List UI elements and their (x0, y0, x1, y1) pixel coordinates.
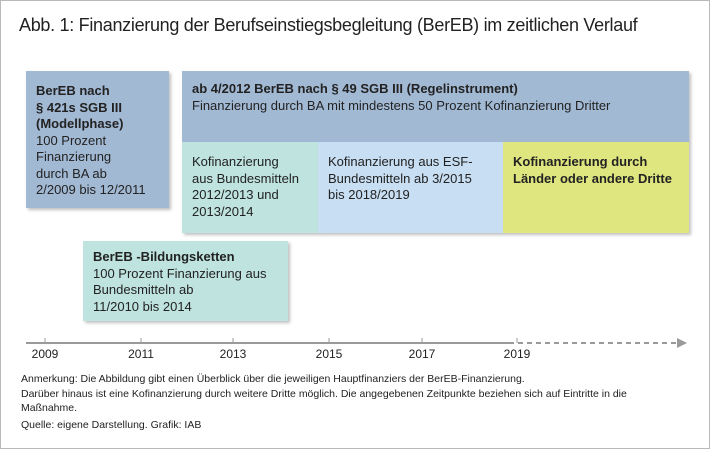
box-text: 100 Prozent (36, 132, 107, 148)
box-heading: Kofinanzierung durch (513, 154, 648, 169)
box-text: Finanzierung durch BA mit mindestens 50 … (192, 97, 611, 113)
box-text: aus Bundesmitteln (192, 170, 299, 186)
note: Darüber hinaus ist eine Kofinanzierung d… (21, 388, 627, 400)
box-heading: BerEB nach (36, 83, 110, 98)
year-label: 2009 (31, 347, 59, 361)
box: BerEB -Bildungsketten 100 Prozent Finanzi… (83, 241, 288, 321)
box: Kofinanzierung aus Bundesmitteln 2012/2013… (182, 142, 318, 233)
box-heading: ab 4/2012 BerEB nach § 49 SGB III (Regel… (192, 81, 518, 96)
box-text: Finanzierung (36, 149, 112, 164)
box: Kofinanzierung durch Länder oder andere D… (503, 142, 689, 233)
box-heading: § 421s SGB III (36, 99, 122, 115)
box-heading: Länder oder andere Dritte (513, 170, 672, 186)
box-text: bis 2018/2019 (328, 187, 410, 202)
year-label: 2011 (128, 347, 154, 361)
box-text: 2/2009 bis 12/2011 (36, 182, 146, 197)
year-label: 2017 (408, 347, 436, 361)
box-heading: (Modellphase) (36, 116, 124, 131)
box-text: 2012/2013 und (192, 187, 279, 202)
box: Kofinanzierung aus ESF- Bundesmitteln ab … (318, 142, 503, 233)
note: Maßnahme. (21, 402, 78, 414)
box-text: durch BA ab (36, 165, 107, 181)
box-text: 11/2010 bis 2014 (93, 298, 192, 314)
box-text: Bundesmitteln ab (93, 282, 194, 297)
box-text: 2013/2014 (192, 203, 254, 219)
year-label: 2019 (503, 347, 531, 361)
axis-arrow (677, 338, 687, 348)
note: Quelle: eigene Darstellung. Grafik: IAB (21, 419, 202, 431)
year-label: 2015 (315, 347, 343, 361)
box: ab 4/2012 BerEB nach § 49 SGB III (Regel… (182, 71, 689, 142)
box-text: 100 Prozent Finanzierung aus (93, 265, 267, 281)
box: BerEB nach § 421s SGB III (Modellphase) 100… (26, 71, 169, 208)
box-text: Bundesmitteln ab 3/2015 (328, 170, 472, 186)
box-text: Kofinanzierung (192, 154, 279, 169)
box-text: Kofinanzierung aus ESF- (328, 154, 473, 169)
note: Anmerkung: Die Abbildung gibt einen Über… (21, 373, 525, 385)
year-label: 2013 (219, 347, 247, 361)
box-heading: BerEB -Bildungsketten (93, 249, 235, 264)
title: Abb. 1: Finanzierung der Berufseinstiegs… (19, 15, 638, 35)
